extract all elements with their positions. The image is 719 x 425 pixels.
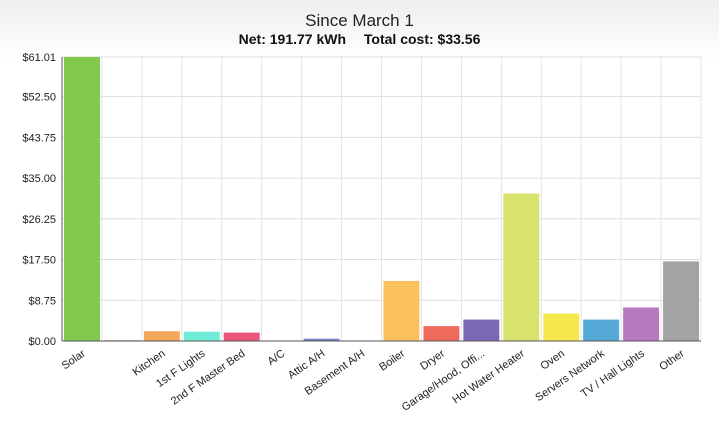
y-tick-label: $17.50 <box>22 255 56 267</box>
bar[interactable] <box>463 319 500 341</box>
bar[interactable] <box>663 261 700 341</box>
x-tick-label: Servers Network <box>533 347 607 404</box>
x-tick-label: 2nd F Master Bed <box>169 348 248 408</box>
bar[interactable] <box>583 319 620 341</box>
bar[interactable] <box>543 313 580 341</box>
header-background <box>0 0 719 60</box>
bar[interactable] <box>423 326 460 341</box>
bar[interactable] <box>183 331 220 341</box>
bar[interactable] <box>223 332 260 341</box>
chart-subtitle: Net: 191.77 kWh Total cost: $33.56 <box>0 31 719 47</box>
bar[interactable] <box>143 331 180 341</box>
x-tick-label: Other <box>657 347 687 373</box>
y-tick-label: $0.00 <box>28 336 56 348</box>
x-tick-label: Dryer <box>418 347 447 372</box>
chart-title: Since March 1 <box>305 11 414 30</box>
bar[interactable] <box>383 280 420 341</box>
y-tick-label: $35.00 <box>22 173 56 185</box>
y-tick-label: $61.01 <box>22 52 56 64</box>
y-tick-label: $52.50 <box>22 92 56 104</box>
y-tick-label: $26.25 <box>22 214 56 226</box>
net-energy-label: Net: 191.77 kWh <box>238 31 347 47</box>
x-tick-label: Solar <box>60 347 88 372</box>
x-tick-label: A/C <box>265 348 287 368</box>
x-tick-label: Oven <box>539 348 567 373</box>
y-tick-label: $43.75 <box>22 132 56 144</box>
x-tick-label: Hot Water Heater <box>450 347 527 406</box>
bar[interactable] <box>63 57 100 341</box>
x-tick-label: Boiler <box>377 347 407 373</box>
bar[interactable] <box>303 338 340 341</box>
bar[interactable] <box>623 307 660 341</box>
y-tick-label: $8.75 <box>28 295 56 307</box>
bar[interactable] <box>503 193 540 341</box>
total-cost-label: Total cost: $33.56 <box>363 31 481 47</box>
